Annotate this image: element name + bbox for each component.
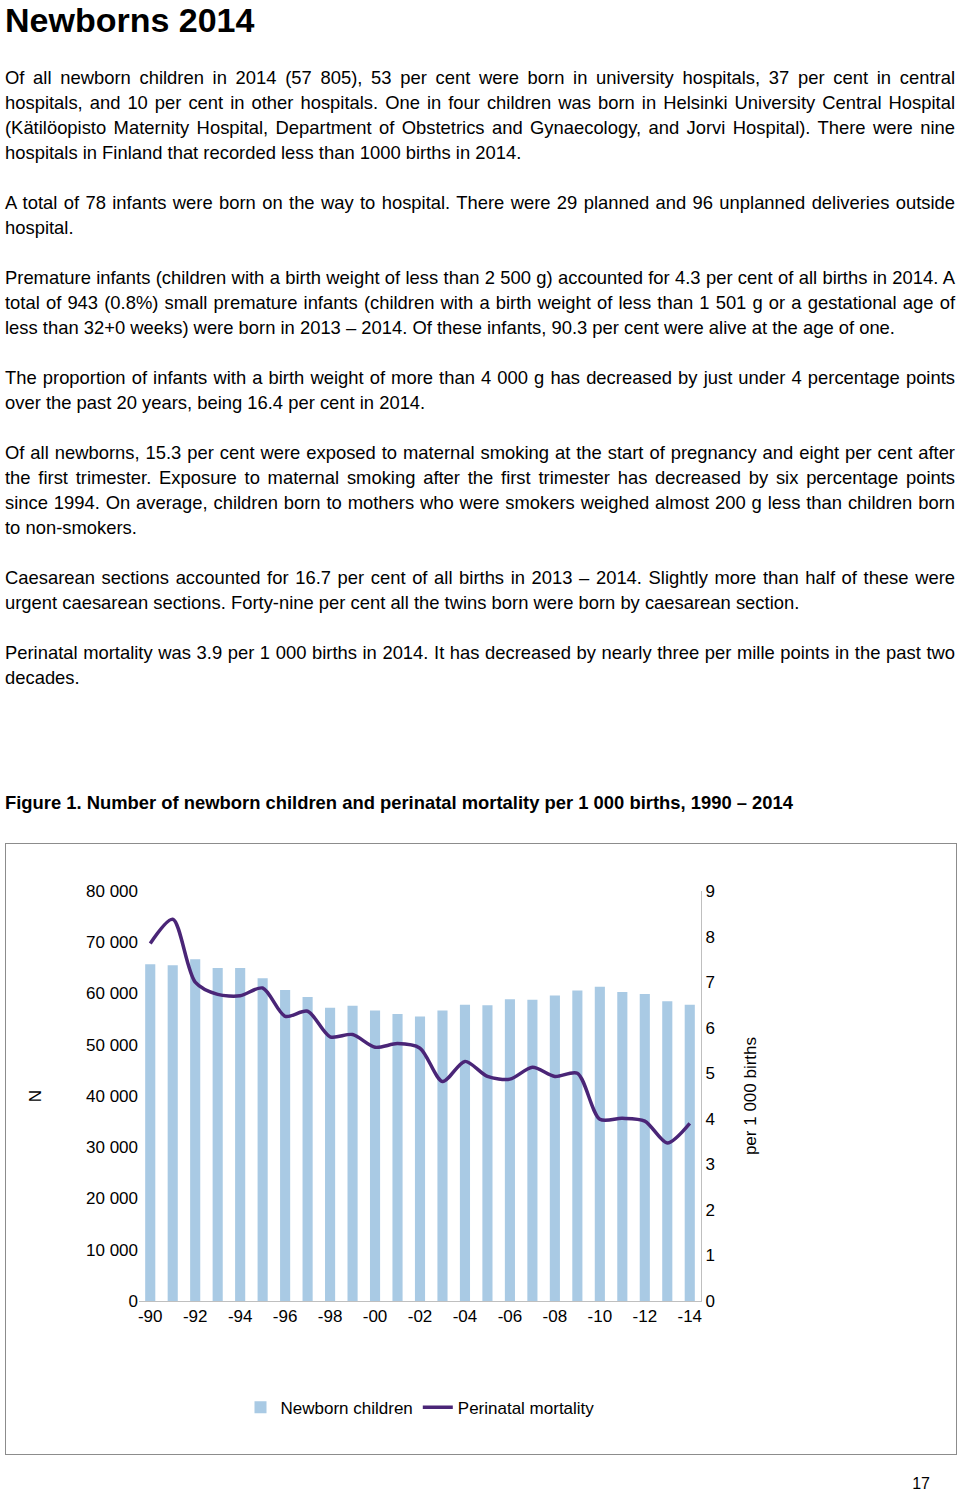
svg-text:7: 7 — [705, 973, 714, 992]
svg-text:1: 1 — [705, 1246, 714, 1265]
svg-text:Newborn children: Newborn children — [281, 1399, 413, 1418]
svg-text:2: 2 — [705, 1201, 714, 1220]
html-text:17: 17 — [912, 1475, 930, 1492]
svg-text:-02: -02 — [408, 1307, 433, 1326]
svg-text:N: N — [26, 1090, 45, 1102]
svg-text:8: 8 — [705, 928, 714, 947]
svg-text:3: 3 — [705, 1155, 714, 1174]
svg-text:-08: -08 — [543, 1307, 568, 1326]
svg-text:-12: -12 — [633, 1307, 658, 1326]
svg-text:30 000: 30 000 — [86, 1138, 138, 1157]
svg-text:-94: -94 — [228, 1307, 253, 1326]
svg-text:Perinatal mortality: Perinatal mortality — [458, 1399, 595, 1418]
svg-text:4: 4 — [705, 1110, 714, 1129]
svg-text:40 000: 40 000 — [86, 1087, 138, 1106]
html-text:Of all newborns, 15.3 per cent: Of all newborns, 15.3 per cent were expo… — [5, 442, 955, 538]
html-text:The proportion of infants with: The proportion of infants with a birth w… — [5, 367, 955, 413]
svg-text:-04: -04 — [453, 1307, 478, 1326]
svg-text:-06: -06 — [498, 1307, 523, 1326]
html-text:Perinatal mortality was 3.9 pe: Perinatal mortality was 3.9 per 1 000 bi… — [5, 642, 955, 688]
svg-text:0: 0 — [129, 1292, 138, 1311]
svg-text:-90: -90 — [138, 1307, 163, 1326]
html-text:A total of 78 infants were bor: A total of 78 infants were born on the w… — [5, 192, 955, 238]
svg-text:-92: -92 — [183, 1307, 208, 1326]
svg-text:per 1 000 births: per 1 000 births — [741, 1037, 760, 1155]
svg-text:60 000: 60 000 — [86, 984, 138, 1003]
svg-text:6: 6 — [705, 1019, 714, 1038]
svg-text:50 000: 50 000 — [86, 1036, 138, 1055]
svg-text:9: 9 — [705, 882, 714, 901]
svg-text:70 000: 70 000 — [86, 933, 138, 952]
html-text:Premature infants (children wi: Premature infants (children with a birth… — [5, 267, 955, 338]
svg-text:80 000: 80 000 — [86, 882, 138, 901]
svg-text:20 000: 20 000 — [86, 1189, 138, 1208]
html-text:Of all newborn children in 201: Of all newborn children in 2014 (57 805)… — [5, 67, 955, 163]
svg-text:-98: -98 — [318, 1307, 343, 1326]
svg-text:-14: -14 — [677, 1307, 702, 1326]
svg-text:0: 0 — [705, 1292, 714, 1311]
html-text:Newborns 2014: Newborns 2014 — [5, 1, 255, 39]
svg-text:-00: -00 — [363, 1307, 388, 1326]
svg-text:10 000: 10 000 — [86, 1241, 138, 1260]
html-text:Figure 1. Number of newborn ch: Figure 1. Number of newborn children and… — [5, 792, 793, 813]
svg-text:5: 5 — [705, 1064, 714, 1083]
html-text:Caesarean sections accounted f: Caesarean sections accounted for 16.7 pe… — [5, 567, 955, 613]
svg-text:-10: -10 — [588, 1307, 613, 1326]
svg-text:-96: -96 — [273, 1307, 298, 1326]
